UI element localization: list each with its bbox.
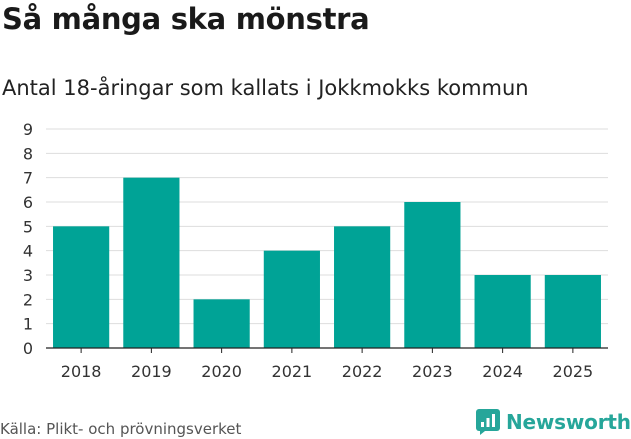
x-tick-label: 2018 bbox=[61, 362, 102, 381]
bar-2025 bbox=[544, 275, 601, 348]
chart-subtitle: Antal 18-åringar som kallats i Jokkmokks… bbox=[2, 76, 529, 100]
bar-2021 bbox=[263, 250, 320, 348]
y-tick-label: 8 bbox=[23, 144, 33, 163]
y-tick-label: 4 bbox=[23, 242, 33, 261]
x-tick-label: 2022 bbox=[342, 362, 383, 381]
x-tick-label: 2023 bbox=[412, 362, 453, 381]
x-tick-label: 2021 bbox=[272, 362, 313, 381]
bar-2020 bbox=[193, 299, 250, 348]
bars bbox=[53, 177, 601, 348]
y-tick-label: 9 bbox=[23, 120, 33, 139]
y-tick-label: 5 bbox=[23, 217, 33, 236]
brand-logo: Newsworthy bbox=[476, 408, 631, 436]
x-tick-label: 2025 bbox=[553, 362, 594, 381]
x-axis-ticks: 2018 2019 2020 2021 2022 2023 2024 2025 bbox=[61, 348, 593, 381]
bar-2022 bbox=[334, 226, 391, 348]
chart-title: Så många ska mönstra bbox=[2, 2, 370, 36]
x-tick-label: 2024 bbox=[482, 362, 523, 381]
bar-2023 bbox=[404, 202, 461, 348]
y-tick-label: 0 bbox=[23, 339, 33, 358]
y-tick-label: 7 bbox=[23, 169, 33, 188]
source-note: Källa: Plikt- och prövningsverket bbox=[0, 420, 242, 438]
brand-name: Newsworthy bbox=[506, 410, 631, 434]
y-tick-label: 1 bbox=[23, 315, 33, 334]
y-axis-ticks: 0 1 2 3 4 5 6 7 8 9 bbox=[23, 120, 33, 358]
y-tick-label: 3 bbox=[23, 266, 33, 285]
x-tick-label: 2019 bbox=[131, 362, 172, 381]
bar-2024 bbox=[474, 275, 531, 348]
y-tick-label: 2 bbox=[23, 290, 33, 309]
bar-2019 bbox=[123, 177, 180, 348]
bar-2018 bbox=[53, 226, 110, 348]
newsworthy-logo-icon bbox=[476, 409, 500, 435]
y-tick-label: 6 bbox=[23, 193, 33, 212]
x-tick-label: 2020 bbox=[201, 362, 242, 381]
